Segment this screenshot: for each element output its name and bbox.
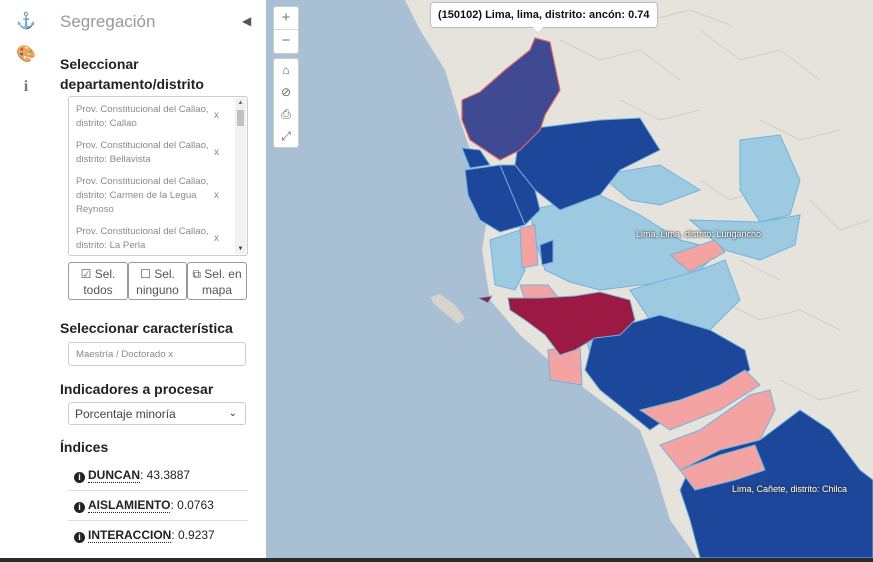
compass-icon[interactable]: ⊘: [280, 85, 292, 99]
print-icon[interactable]: ⎙: [281, 107, 291, 121]
anchor-icon[interactable]: ⚓: [16, 13, 36, 30]
select-on-map-button[interactable]: ⧉ Sel. en mapa: [187, 262, 247, 300]
region-pink-1[interactable]: [659, 389, 776, 471]
index-value: 0.9237: [178, 528, 215, 542]
indicator-select[interactable]: Porcentaje minoría ⌄: [68, 402, 246, 425]
panel-title: Segregación: [60, 12, 156, 31]
map-label-lurigancho: Lima, Lima, distrito: Lurigancho: [636, 229, 762, 239]
remove-item-icon[interactable]: x: [214, 147, 219, 158]
map-tooltip: (150102) Lima, lima, distrito: ancón: 0.…: [430, 2, 658, 32]
map-label-chilca: Lima, Cañete, distrito: Chilca: [732, 484, 848, 494]
collapse-panel-icon[interactable]: ◀: [242, 14, 252, 28]
fullscreen-icon[interactable]: ⤢: [281, 129, 291, 143]
remove-item-icon[interactable]: x: [214, 233, 219, 244]
characteristic-heading: Seleccionar característica: [60, 320, 233, 336]
terrain-hatching: [559, 9, 871, 401]
index-row-duncan: i DUNCAN: 43.3887: [68, 461, 248, 491]
info-circle-icon[interactable]: i: [74, 472, 85, 483]
chevron-down-icon: ⌄: [228, 408, 237, 419]
region-light-2[interactable]: [739, 134, 801, 223]
characteristic-tag-input[interactable]: Maestría / Doctorado x: [68, 342, 246, 366]
info-icon[interactable]: i: [23, 78, 29, 95]
indicators-heading: Indicadores a procesar: [60, 381, 214, 397]
region-dark-3[interactable]: [499, 164, 541, 226]
region-pink-4[interactable]: [519, 224, 539, 269]
info-circle-icon[interactable]: i: [74, 532, 85, 543]
info-circle-icon[interactable]: i: [74, 502, 85, 513]
select-all-button[interactable]: ☑ Sel. todos: [68, 262, 128, 300]
region-light-3[interactable]: [688, 214, 801, 261]
index-row-interaccion: i INTERACCION: 0.9237: [68, 521, 248, 551]
region-light-7[interactable]: [598, 164, 702, 206]
zoom-control: + −: [273, 6, 299, 54]
sidebar-rail: ⚓ 🎨 i: [0, 0, 51, 558]
indices-heading: Índices: [60, 439, 109, 455]
list-item[interactable]: Prov. Constitucional del Callao, distrit…: [76, 176, 219, 215]
index-value: 0.0763: [177, 498, 214, 512]
scroll-down-arrow-icon[interactable]: ▼: [237, 246, 244, 252]
segregation-panel: Segregación ◀ Seleccionar departamento/d…: [50, 0, 266, 558]
territory-select-list[interactable]: Prov. Constitucional del Callao, distrit…: [68, 96, 248, 256]
zoom-in-button[interactable]: +: [274, 7, 298, 30]
list-item[interactable]: Prov. Constitucional del Callao, distrit…: [76, 226, 219, 251]
zoom-out-button[interactable]: −: [281, 32, 291, 49]
scroll-up-arrow-icon[interactable]: ▲: [237, 100, 244, 106]
list-scrollbar[interactable]: ▲ ▼: [235, 98, 246, 254]
region-dark-6[interactable]: [539, 239, 554, 266]
bottom-bar: [0, 558, 873, 562]
remove-item-icon[interactable]: x: [214, 109, 219, 121]
list-item[interactable]: Prov. Constitucional del Callao, distrit…: [76, 140, 219, 165]
region-pink-2[interactable]: [638, 369, 761, 431]
region-pink-6[interactable]: [679, 444, 766, 491]
palette-icon[interactable]: 🎨: [16, 46, 36, 63]
checkbox-empty-icon: ☐: [140, 267, 151, 281]
region-crimson-2[interactable]: [476, 295, 493, 304]
external-link-icon: ⧉: [192, 267, 201, 281]
territory-heading: Seleccionar departamento/distrito: [60, 56, 204, 92]
region-dark-7[interactable]: [461, 147, 491, 169]
list-item[interactable]: Prov. Constitucional del Callao, distrit…: [76, 104, 219, 129]
home-icon[interactable]: ⌂: [282, 63, 290, 77]
map-tools: ⌂ ⊘ ⎙ ⤢: [273, 58, 299, 148]
remove-item-icon[interactable]: x: [214, 190, 219, 201]
scroll-thumb[interactable]: [237, 110, 244, 126]
island: [430, 294, 465, 324]
tooltip-pointer: [531, 25, 545, 32]
region-pink-5[interactable]: [669, 239, 726, 273]
index-value: 43.3887: [146, 468, 191, 482]
region-crimson-1[interactable]: [507, 291, 636, 356]
region-highlighted-ancon[interactable]: [461, 37, 561, 161]
checkbox-checked-icon: ☑: [80, 267, 92, 281]
characteristic-tag: Maestría / Doctorado: [76, 349, 166, 360]
select-none-button[interactable]: ☐ Sel. ninguno: [128, 262, 187, 300]
index-row-aislamiento: i AISLAMIENTO: 0.0763: [68, 491, 248, 521]
region-light-5[interactable]: [489, 229, 526, 291]
remove-tag-icon[interactable]: x: [168, 349, 174, 360]
